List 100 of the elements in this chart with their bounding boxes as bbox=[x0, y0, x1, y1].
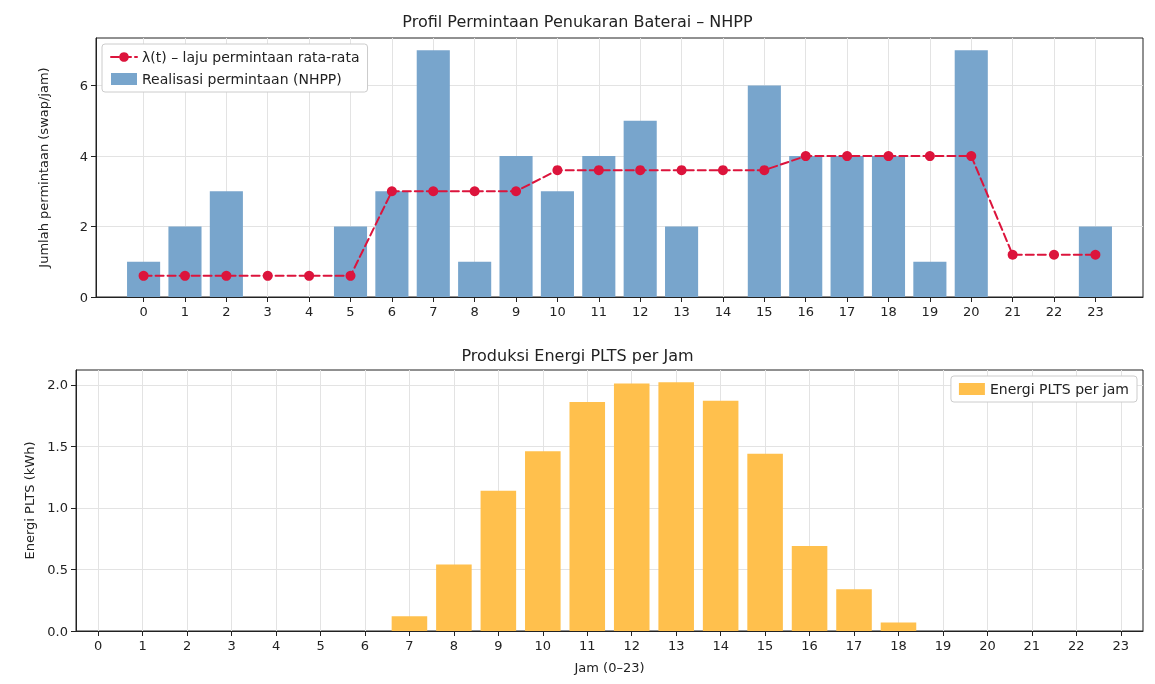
legend-label: Energi PLTS per jam bbox=[989, 381, 1130, 397]
bar bbox=[747, 453, 783, 631]
x-tick-label: 5 bbox=[316, 638, 325, 653]
point bbox=[386, 186, 397, 197]
bar bbox=[789, 156, 823, 297]
x-tick-label: 15 bbox=[756, 638, 774, 653]
bar bbox=[540, 191, 574, 297]
bar bbox=[836, 589, 872, 631]
bar bbox=[416, 50, 450, 297]
x-tick-label: 23 bbox=[1112, 638, 1130, 653]
x-tick-label: 9 bbox=[494, 638, 503, 653]
bar bbox=[954, 50, 988, 297]
bar bbox=[830, 156, 864, 297]
x-tick-label: 13 bbox=[667, 638, 685, 653]
x-tick-label: 17 bbox=[845, 638, 863, 653]
x-tick-label: 13 bbox=[673, 304, 690, 319]
x-tick-label: 10 bbox=[549, 304, 566, 319]
x-tick-label: 11 bbox=[590, 304, 608, 319]
point bbox=[345, 270, 356, 281]
x-tick-label: 21 bbox=[1023, 638, 1041, 653]
bar bbox=[582, 156, 616, 297]
bar bbox=[499, 156, 533, 297]
y-tick-label: 2.0 bbox=[47, 377, 68, 393]
bar bbox=[480, 490, 517, 631]
x-tick-label: 8 bbox=[470, 304, 479, 319]
point bbox=[552, 165, 563, 176]
bar bbox=[391, 616, 428, 631]
y-tick-label: 0 bbox=[79, 289, 88, 305]
x-tick-label: 14 bbox=[712, 638, 729, 653]
point bbox=[469, 186, 480, 197]
point bbox=[924, 151, 935, 162]
bar bbox=[913, 261, 947, 297]
x-tick-label: 15 bbox=[756, 304, 773, 319]
x-tick-label: 7 bbox=[405, 638, 414, 653]
x-tick-label: 18 bbox=[890, 638, 907, 653]
bar bbox=[747, 85, 781, 297]
point bbox=[842, 151, 853, 162]
legend-label: Realisasi permintaan (NHPP) bbox=[142, 71, 342, 87]
y-tick-label: 1.5 bbox=[47, 438, 68, 454]
point bbox=[1049, 249, 1060, 260]
x-tick-label: 3 bbox=[263, 304, 272, 319]
y-tick-label: 6 bbox=[79, 78, 88, 94]
point bbox=[221, 270, 232, 281]
x-tick-label: 7 bbox=[429, 304, 438, 319]
x-tick-label: 20 bbox=[979, 638, 996, 653]
y-axis-title: Jumlah permintaan (swap/jam) bbox=[36, 67, 51, 269]
bar bbox=[127, 261, 161, 297]
x-tick-label: 1 bbox=[138, 638, 147, 653]
y-tick-label: 1.0 bbox=[47, 500, 68, 516]
bar bbox=[658, 382, 694, 631]
chart-title: Produksi Energi PLTS per Jam bbox=[461, 345, 694, 365]
x-tick-label: 5 bbox=[346, 304, 355, 319]
point bbox=[966, 151, 977, 162]
x-tick-label: 12 bbox=[623, 638, 640, 653]
x-axis-title: Jam (0–23) bbox=[573, 660, 645, 675]
bar bbox=[871, 156, 906, 297]
x-tick-label: 10 bbox=[534, 638, 552, 653]
x-tick-label: 9 bbox=[511, 304, 521, 319]
point bbox=[635, 165, 646, 176]
x-tick-label: 22 bbox=[1045, 304, 1063, 319]
y-tick-label: 0.5 bbox=[47, 561, 68, 577]
x-tick-label: 3 bbox=[227, 638, 236, 653]
point bbox=[593, 165, 604, 176]
point bbox=[511, 186, 522, 197]
bar bbox=[375, 191, 409, 297]
x-tick-label: 19 bbox=[934, 638, 952, 653]
bar bbox=[209, 191, 243, 297]
x-tick-label: 8 bbox=[449, 638, 459, 653]
x-tick-label: 12 bbox=[631, 304, 649, 319]
point bbox=[883, 151, 894, 162]
bar bbox=[569, 402, 606, 631]
bar bbox=[458, 261, 492, 297]
x-tick-label: 23 bbox=[1087, 304, 1104, 319]
x-tick-label: 21 bbox=[1004, 304, 1021, 319]
y-tick-label: 2 bbox=[79, 219, 88, 235]
x-tick-label: 20 bbox=[962, 304, 980, 319]
x-tick-label: 6 bbox=[387, 304, 397, 319]
y-axis-title: Energi PLTS (kWh) bbox=[22, 441, 38, 560]
x-tick-label: 4 bbox=[271, 638, 281, 653]
bar bbox=[665, 226, 699, 297]
bar bbox=[613, 383, 650, 631]
x-tick-label: 1 bbox=[180, 304, 190, 319]
x-tick-label: 16 bbox=[797, 304, 814, 319]
bar bbox=[525, 451, 561, 631]
x-tick-label: 22 bbox=[1068, 638, 1085, 653]
bar bbox=[880, 622, 917, 631]
bar bbox=[791, 546, 828, 631]
x-tick-label: 16 bbox=[801, 638, 818, 653]
point bbox=[759, 165, 770, 176]
legend-label: λ(t) – laju permintaan rata-rata bbox=[142, 49, 360, 65]
bar bbox=[623, 120, 657, 297]
x-tick-label: 4 bbox=[304, 304, 314, 319]
y-tick-label: 0.0 bbox=[47, 623, 68, 639]
bar bbox=[168, 226, 202, 297]
point bbox=[428, 186, 439, 197]
x-tick-label: 17 bbox=[838, 304, 856, 319]
chart-title: Profil Permintaan Penukaran Baterai – NHPP bbox=[402, 11, 753, 31]
bar bbox=[1078, 226, 1112, 297]
x-tick-label: 2 bbox=[183, 638, 192, 653]
x-tick-label: 14 bbox=[714, 304, 732, 319]
